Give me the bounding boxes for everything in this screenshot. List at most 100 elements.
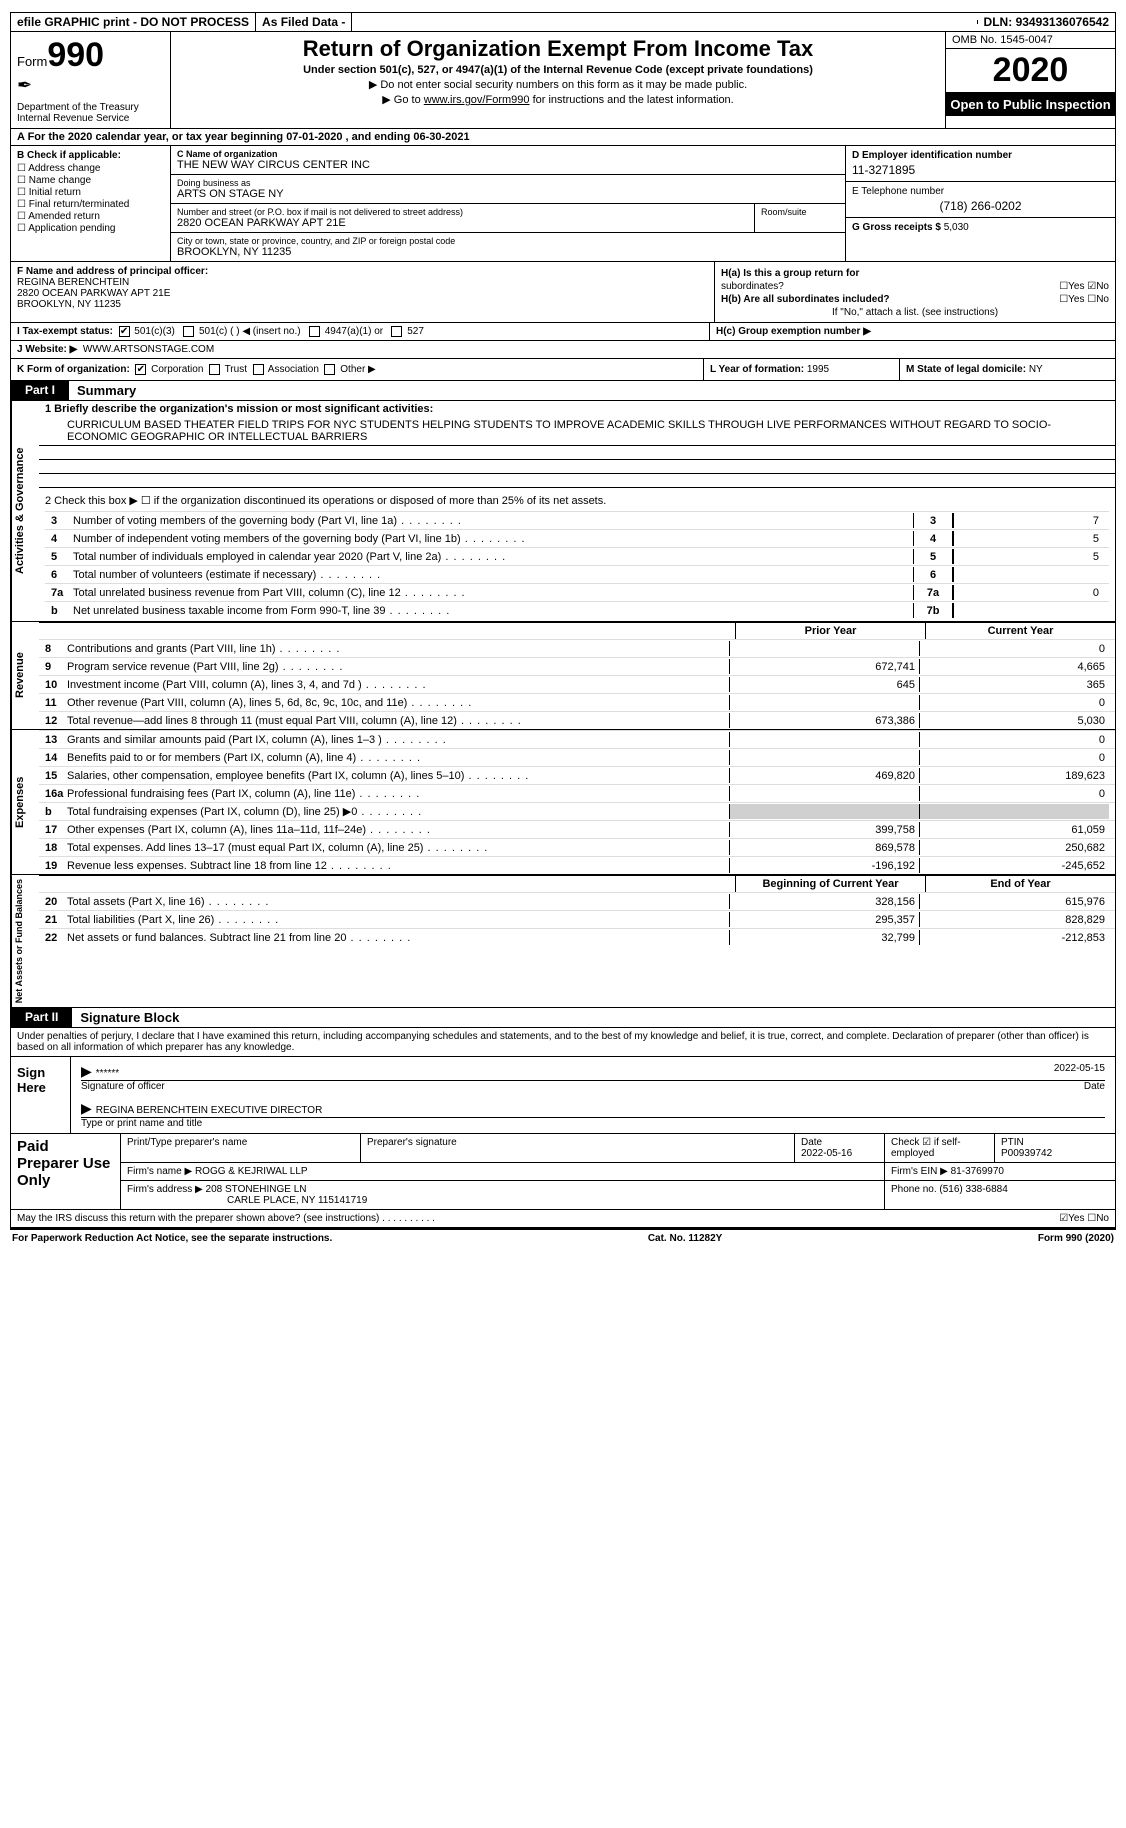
sign-date: 2022-05-15 <box>1054 1063 1105 1080</box>
fin-line-19: 19Revenue less expenses. Subtract line 1… <box>39 856 1115 874</box>
gov-line-5: 5Total number of individuals employed in… <box>45 547 1109 565</box>
self-employed-check[interactable]: Check ☑ if self-employed <box>885 1134 995 1162</box>
part2-tab: Part II <box>11 1008 72 1027</box>
firm-ein: 81-3769970 <box>951 1166 1004 1177</box>
gov-line-4: 4Number of independent voting members of… <box>45 529 1109 547</box>
phone: (718) 266-0202 <box>852 199 1109 213</box>
revenue-block: Revenue Prior Year Current Year 8Contrib… <box>10 622 1116 730</box>
line-2: 2 Check this box ▶ ☐ if the organization… <box>39 488 1115 509</box>
address-row: Number and street (or P.O. box if mail i… <box>171 204 845 233</box>
tax-year: 2020 <box>946 49 1115 93</box>
chk-501c[interactable] <box>183 326 194 337</box>
netassets-header: Beginning of Current Year End of Year <box>39 875 1115 892</box>
sign-here-label: Sign Here <box>11 1057 71 1133</box>
department-label: Department of the Treasury Internal Reve… <box>17 102 164 124</box>
fin-line-12: 12Total revenue—add lines 8 through 11 (… <box>39 711 1115 729</box>
mission-blank-2 <box>39 460 1115 474</box>
section-b: B Check if applicable: ☐ Address change … <box>11 146 171 261</box>
prep-date: 2022-05-16 <box>801 1148 852 1159</box>
page-root: efile GRAPHIC print - DO NOT PROCESS As … <box>0 0 1126 1259</box>
gross-receipts-cell: G Gross receipts $ 5,030 <box>846 218 1115 237</box>
irs-link[interactable]: www.irs.gov/Form990 <box>424 94 530 106</box>
fin-line-11: 11Other revenue (Part VIII, column (A), … <box>39 693 1115 711</box>
officer-name-line: ▶REGINA BERENCHTEIN EXECUTIVE DIRECTOR <box>81 1100 1105 1118</box>
prior-year-header: Prior Year <box>735 623 925 639</box>
room-label: Room/suite <box>761 207 839 217</box>
header-mid: Return of Organization Exempt From Incom… <box>171 32 945 128</box>
footer-right: Form 990 (2020) <box>1038 1233 1114 1244</box>
fin-line-9: 9Program service revenue (Part VIII, lin… <box>39 657 1115 675</box>
form-subtitle: Under section 501(c), 527, or 4947(a)(1)… <box>177 64 939 76</box>
chk-association[interactable] <box>253 364 264 375</box>
fin-line-8: 8Contributions and grants (Part VIII, li… <box>39 639 1115 657</box>
efile-label: efile GRAPHIC print - DO NOT PROCESS <box>11 13 256 31</box>
preparer-row-2: Firm's name ▶ ROGG & KEJRIWAL LLP Firm's… <box>121 1163 1115 1181</box>
firm-name: ROGG & KEJRIWAL LLP <box>195 1166 308 1177</box>
chk-corporation[interactable]: ✔ <box>135 364 146 375</box>
asfiled-label: As Filed Data - <box>256 13 352 31</box>
discuss-preparer-row: May the IRS discuss this return with the… <box>10 1210 1116 1228</box>
city-state-zip: BROOKLYN, NY 11235 <box>177 246 839 258</box>
chk-amended-return[interactable]: ☐ Amended return <box>17 211 164 222</box>
form-number: 990 <box>47 36 104 74</box>
part1-tab: Part I <box>11 381 69 400</box>
firm-addr2: CARLE PLACE, NY 115141719 <box>227 1195 367 1206</box>
header-left: Form990 ✒ Department of the Treasury Int… <box>11 32 171 128</box>
org-name: THE NEW WAY CIRCUS CENTER INC <box>177 159 839 171</box>
mission-text: CURRICULUM BASED THEATER FIELD TRIPS FOR… <box>39 417 1115 446</box>
fin-line-14: 14Benefits paid to or for members (Part … <box>39 748 1115 766</box>
officer-addr2: BROOKLYN, NY 11235 <box>17 299 708 310</box>
treasury-seal-icon: ✒ <box>17 75 164 96</box>
section-bcd: B Check if applicable: ☐ Address change … <box>10 146 1116 262</box>
section-klm: K Form of organization: ✔ Corporation Tr… <box>10 359 1116 381</box>
part2-title: Signature Block <box>72 1008 187 1027</box>
mission-q: 1 Briefly describe the organization's mi… <box>39 401 1115 417</box>
chk-final-return[interactable]: ☐ Final return/terminated <box>17 199 164 210</box>
year-formation: 1995 <box>807 364 829 375</box>
governance-block: Activities & Governance 1 Briefly descri… <box>10 401 1116 622</box>
chk-initial-return[interactable]: ☐ Initial return <box>17 187 164 198</box>
ptin: P00939742 <box>1001 1148 1052 1159</box>
chk-application-pending[interactable]: ☐ Application pending <box>17 223 164 234</box>
beginning-year-header: Beginning of Current Year <box>735 876 925 892</box>
fin-line-15: 15Salaries, other compensation, employee… <box>39 766 1115 784</box>
fin-header: Prior Year Current Year <box>39 622 1115 639</box>
chk-4947[interactable] <box>309 326 320 337</box>
hb-yes-no[interactable]: ☐Yes ☐No <box>1059 294 1109 305</box>
chk-other[interactable] <box>324 364 335 375</box>
chk-address-change[interactable]: ☐ Address change <box>17 163 164 174</box>
dba-cell: Doing business as ARTS ON STAGE NY <box>171 175 845 204</box>
officer-printed-name: REGINA BERENCHTEIN EXECUTIVE DIRECTOR <box>96 1105 323 1116</box>
dba-name: ARTS ON STAGE NY <box>177 188 839 200</box>
form-title: Return of Organization Exempt From Incom… <box>177 36 939 62</box>
chk-name-change[interactable]: ☐ Name change <box>17 175 164 186</box>
street-address: 2820 OCEAN PARKWAY APT 21E <box>177 217 748 229</box>
signature-declaration: Under penalties of perjury, I declare th… <box>10 1028 1116 1057</box>
preparer-row-3: Firm's address ▶ 208 STONEHINGE LNCARLE … <box>121 1181 1115 1209</box>
ein: 11-3271895 <box>852 163 1109 177</box>
header: Form990 ✒ Department of the Treasury Int… <box>10 32 1116 129</box>
preparer-label: Paid Preparer Use Only <box>11 1134 121 1209</box>
netassets-label: Net Assets or Fund Balances <box>11 875 39 1007</box>
chk-501c3[interactable]: ✔ <box>119 326 130 337</box>
section-hc: H(c) Group exemption number ▶ <box>709 323 1109 340</box>
fin-line-21: 21Total liabilities (Part X, line 26)295… <box>39 910 1115 928</box>
discuss-yes-no[interactable]: ☑Yes ☐No <box>1059 1213 1109 1224</box>
netassets-block: Net Assets or Fund Balances Beginning of… <box>10 875 1116 1008</box>
fin-line-17: 17Other expenses (Part IX, column (A), l… <box>39 820 1115 838</box>
open-to-public-badge: Open to Public Inspection <box>946 93 1115 116</box>
chk-527[interactable] <box>391 326 402 337</box>
revenue-label: Revenue <box>11 622 39 729</box>
phone-cell: E Telephone number (718) 266-0202 <box>846 182 1115 218</box>
state-domicile: NY <box>1029 364 1043 375</box>
footer-mid: Cat. No. 11282Y <box>648 1233 722 1244</box>
fin-line-22: 22Net assets or fund balances. Subtract … <box>39 928 1115 946</box>
part1-title: Summary <box>69 381 144 400</box>
ha-yes-no[interactable]: ☐Yes ☑No <box>1059 281 1109 292</box>
section-m: M State of legal domicile: NY <box>899 359 1109 380</box>
row-a-tax-year: A For the 2020 calendar year, or tax yea… <box>10 129 1116 146</box>
fin-line-20: 20Total assets (Part X, line 16)328,1566… <box>39 892 1115 910</box>
header-right: OMB No. 1545-0047 2020 Open to Public In… <box>945 32 1115 128</box>
fin-line-b: bTotal fundraising expenses (Part IX, co… <box>39 802 1115 820</box>
chk-trust[interactable] <box>209 364 220 375</box>
